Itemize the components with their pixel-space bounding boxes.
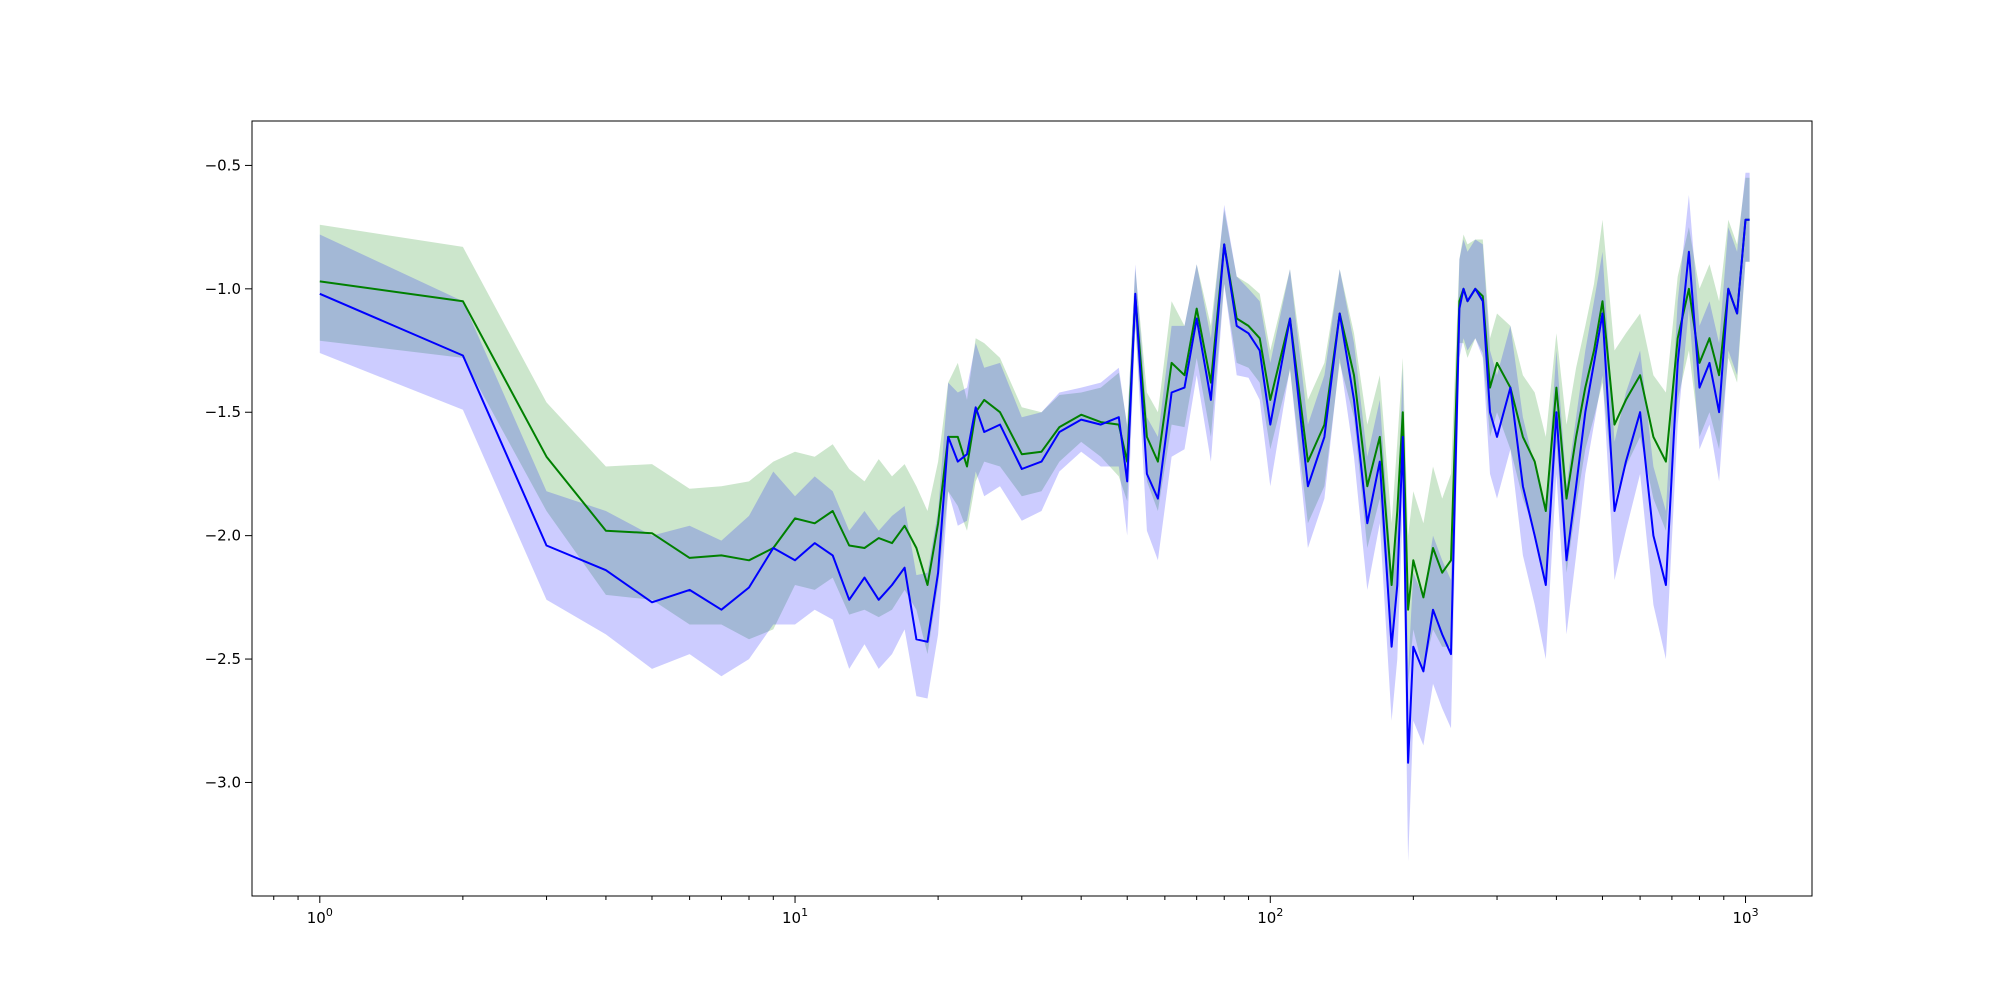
series-lines	[319, 218, 1750, 764]
x-tick-label-exponent: 1	[801, 906, 808, 919]
plot-frame	[251, 120, 1813, 897]
y-tick-label: −2.5	[205, 650, 241, 668]
series-1-band	[319, 177, 1750, 684]
x-tick-label-exponent: 0	[326, 906, 333, 919]
series-1-line	[319, 218, 1750, 611]
y-axis: −0.5 −1.0 −1.5 −2.0 −2.5 −3.0	[205, 156, 252, 791]
x-tick-label-base: 10	[307, 909, 326, 927]
confidence-bands	[319, 172, 1750, 862]
y-tick-label: −0.5	[205, 156, 241, 174]
x-tick-label: 102	[1257, 906, 1283, 927]
x-tick-label-exponent: 3	[1752, 906, 1759, 919]
series-2-band	[319, 172, 1750, 862]
x-tick-label: 100	[307, 906, 333, 927]
x-tick-label: 101	[782, 906, 808, 927]
y-tick-label: −2.0	[205, 527, 241, 545]
series-2-line	[319, 218, 1750, 764]
x-tick-label-exponent: 2	[1276, 906, 1283, 919]
x-tick-label-base: 10	[1732, 909, 1751, 927]
y-tick-label: −1.0	[205, 280, 241, 298]
x-tick-label-base: 10	[782, 909, 801, 927]
x-axis: 100 101 102 103	[273, 896, 1759, 927]
x-tick-label: 103	[1732, 906, 1758, 927]
x-tick-label-base: 10	[1257, 909, 1276, 927]
y-tick-label: −1.5	[205, 403, 241, 421]
y-tick-label: −3.0	[205, 773, 241, 791]
